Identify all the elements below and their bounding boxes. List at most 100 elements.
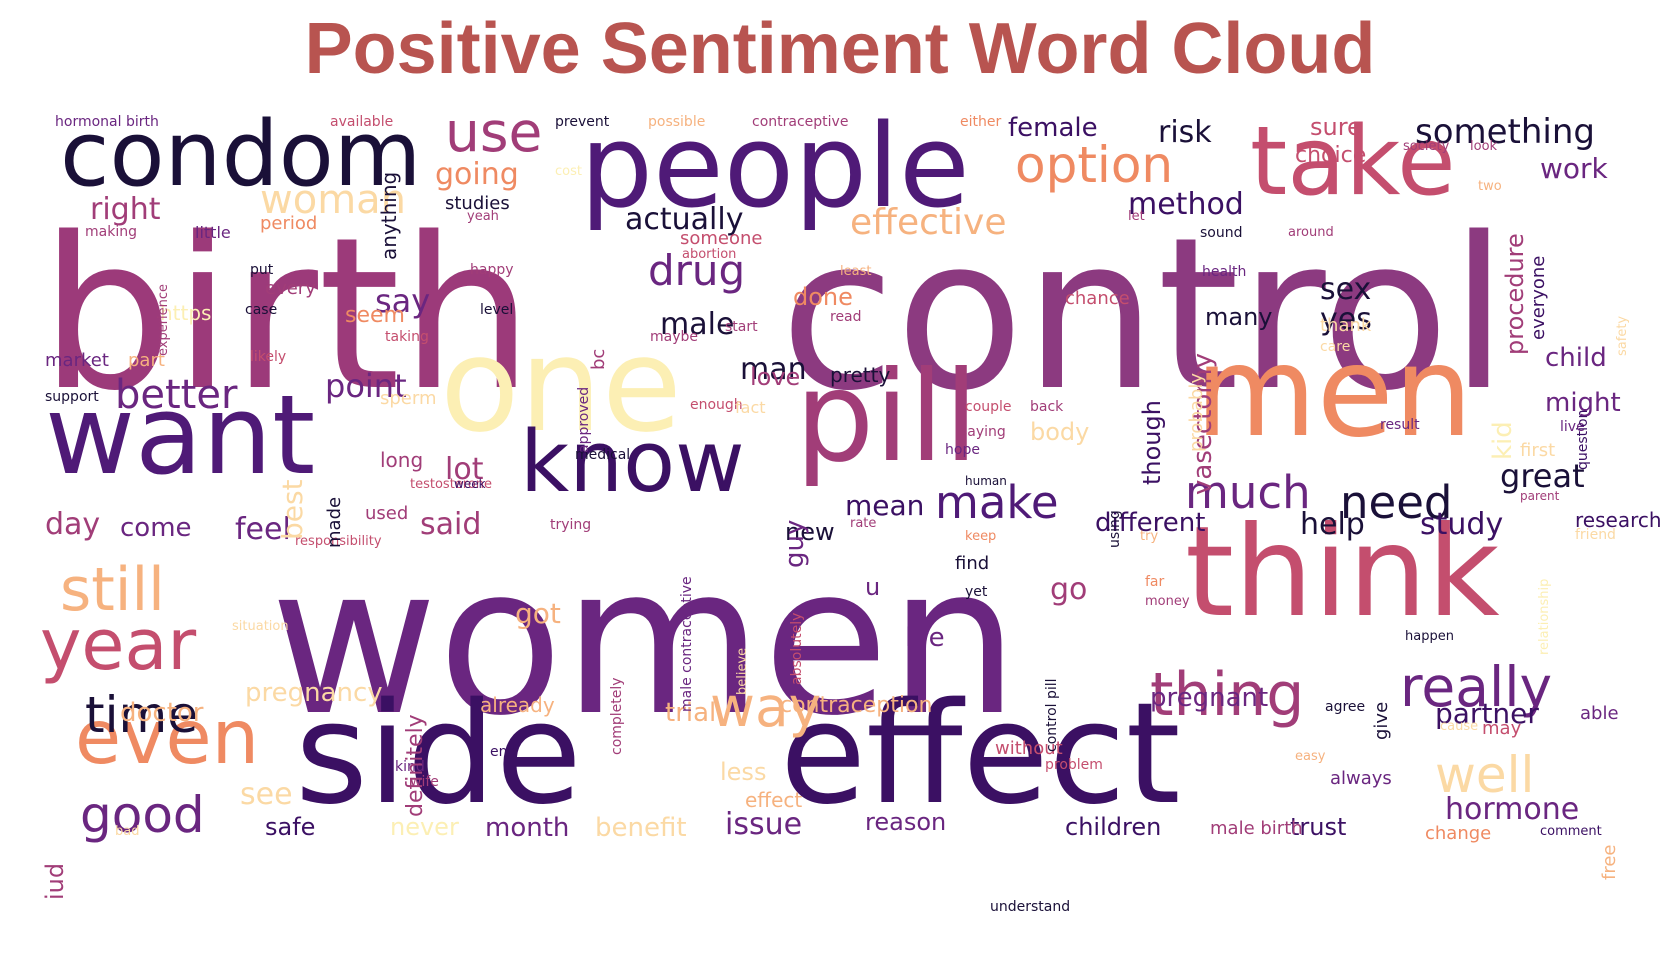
cloud-word-easy: easy bbox=[1295, 749, 1326, 764]
cloud-word-probably: probably bbox=[1186, 373, 1207, 452]
cloud-word-know: know bbox=[520, 413, 745, 512]
cloud-word-effective: effective bbox=[850, 202, 1007, 243]
cloud-word-one: one bbox=[440, 309, 682, 461]
cloud-word-abortion: abortion bbox=[682, 247, 737, 262]
cloud-word-doctor: doctor bbox=[120, 698, 204, 728]
cloud-word-medical: medical bbox=[575, 447, 631, 463]
cloud-word-taking: taking bbox=[385, 329, 429, 345]
cloud-word-best: best bbox=[276, 479, 309, 540]
cloud-word-love: love bbox=[750, 363, 801, 391]
cloud-word-better: better bbox=[115, 372, 238, 418]
cloud-word-first: first bbox=[1520, 440, 1556, 461]
cloud-word-feel: feel bbox=[235, 512, 291, 547]
cloud-word-parent: parent bbox=[1520, 489, 1560, 503]
cloud-word-control-pill: control pill bbox=[1044, 678, 1060, 752]
cloud-word-female: female bbox=[1008, 113, 1098, 143]
cloud-word-less: less bbox=[720, 758, 767, 786]
cloud-word-experience: experience bbox=[156, 283, 171, 356]
cloud-word-support: support bbox=[45, 389, 99, 405]
cloud-word-sex: sex bbox=[1320, 272, 1372, 307]
cloud-word-procedure: procedure bbox=[1501, 233, 1529, 355]
cloud-word-https: https bbox=[160, 301, 212, 325]
cloud-word-point: point bbox=[325, 367, 407, 405]
cloud-word-keep: keep bbox=[965, 529, 997, 544]
cloud-word-everyone: everyone bbox=[1528, 255, 1549, 340]
cloud-word-find: find bbox=[955, 553, 990, 574]
cloud-word-pregnant: pregnant bbox=[1150, 683, 1269, 713]
cloud-word-responsibility: responsibility bbox=[295, 534, 382, 549]
cloud-word-life: life bbox=[905, 623, 945, 653]
cloud-word-man: man bbox=[740, 352, 807, 387]
cloud-word-agree: agree bbox=[1325, 699, 1366, 715]
cloud-word-human: human bbox=[965, 474, 1007, 488]
cloud-word-might: might bbox=[1545, 388, 1621, 418]
cloud-word-making: making bbox=[85, 224, 137, 240]
cloud-word-going: going bbox=[435, 157, 519, 192]
cloud-word-problem: problem bbox=[1045, 757, 1103, 773]
cloud-word-approved: approved bbox=[576, 386, 592, 453]
cloud-word-much: much bbox=[1185, 466, 1311, 519]
cloud-word-male: male bbox=[660, 307, 735, 342]
cloud-word-need: need bbox=[1340, 476, 1453, 529]
cloud-word-still: still bbox=[60, 555, 165, 625]
cloud-word-hope: hope bbox=[945, 442, 980, 458]
cloud-word-contraceptive: contraceptive bbox=[752, 114, 849, 130]
cloud-word-child: child bbox=[1545, 343, 1607, 373]
cloud-word-health: health bbox=[1202, 264, 1247, 280]
cloud-word-use: use bbox=[445, 100, 543, 164]
cloud-word-time: time bbox=[85, 686, 198, 744]
cloud-word-issue: issue bbox=[725, 807, 803, 842]
cloud-word-work: work bbox=[1540, 152, 1608, 185]
cloud-word-well: well bbox=[1435, 746, 1535, 804]
cloud-word-option: option bbox=[1015, 136, 1174, 194]
cloud-word-month: month bbox=[485, 813, 570, 843]
cloud-word-put: put bbox=[250, 262, 274, 278]
cloud-word-research: research bbox=[1575, 508, 1662, 532]
cloud-word-without: without bbox=[995, 738, 1063, 759]
cloud-word-body: body bbox=[1030, 418, 1090, 446]
cloud-word-great: great bbox=[1500, 457, 1585, 495]
cloud-word-back: back bbox=[1030, 399, 1064, 415]
cloud-word-sperm: sperm bbox=[380, 388, 437, 409]
cloud-word-yeah: yeah bbox=[467, 209, 499, 224]
cloud-word-bad: bad bbox=[115, 824, 140, 839]
cloud-word-thing: thing bbox=[1150, 660, 1305, 730]
cloud-word-used: used bbox=[365, 503, 409, 524]
cloud-word-men: men bbox=[1195, 320, 1473, 465]
cloud-word-start: start bbox=[725, 319, 758, 335]
cloud-word-either: either bbox=[960, 114, 1002, 130]
cloud-word-testosterone: testosterone bbox=[410, 477, 493, 492]
cloud-word-say: say bbox=[375, 282, 431, 320]
cloud-word-reason: reason bbox=[865, 808, 947, 836]
cloud-word-hormonal-birth: hormonal birth bbox=[55, 114, 159, 130]
cloud-word-study: study bbox=[1420, 507, 1504, 542]
cloud-word-benefit: benefit bbox=[595, 813, 687, 843]
cloud-word-yes: yes bbox=[1320, 302, 1372, 337]
cloud-word-something: something bbox=[1415, 112, 1596, 152]
cloud-word-definitely: definitely bbox=[403, 714, 428, 817]
cloud-word-made: made bbox=[324, 496, 345, 548]
cloud-word-make: make bbox=[935, 476, 1059, 529]
cloud-word-women: women bbox=[270, 523, 1019, 761]
cloud-word-trust: trust bbox=[1290, 813, 1347, 841]
cloud-word-relationship: relationship bbox=[1537, 578, 1552, 655]
cloud-word-think: think bbox=[1185, 500, 1500, 645]
cloud-word-even: even bbox=[75, 693, 260, 781]
cloud-word-cause: cause bbox=[1440, 719, 1479, 734]
cloud-word-go: go bbox=[1050, 572, 1088, 607]
cloud-word-kid: kid bbox=[1488, 421, 1518, 460]
cloud-word-result: result bbox=[1380, 417, 1420, 433]
cloud-word-day: day bbox=[45, 507, 101, 542]
cloud-word-already: already bbox=[480, 693, 555, 717]
cloud-word-want: want bbox=[45, 371, 316, 499]
cloud-word-safe: safe bbox=[265, 813, 316, 841]
cloud-word-help: help bbox=[1300, 507, 1365, 542]
cloud-word-choice: choice bbox=[1295, 143, 1367, 168]
cloud-word-wife: wife bbox=[410, 774, 439, 790]
cloud-word-got: got bbox=[515, 597, 561, 630]
cloud-word-let: let bbox=[1128, 209, 1145, 224]
cloud-word-method: method bbox=[1128, 187, 1244, 222]
cloud-word-around: around bbox=[1288, 225, 1334, 240]
cloud-word-partner: partner bbox=[1435, 697, 1539, 730]
